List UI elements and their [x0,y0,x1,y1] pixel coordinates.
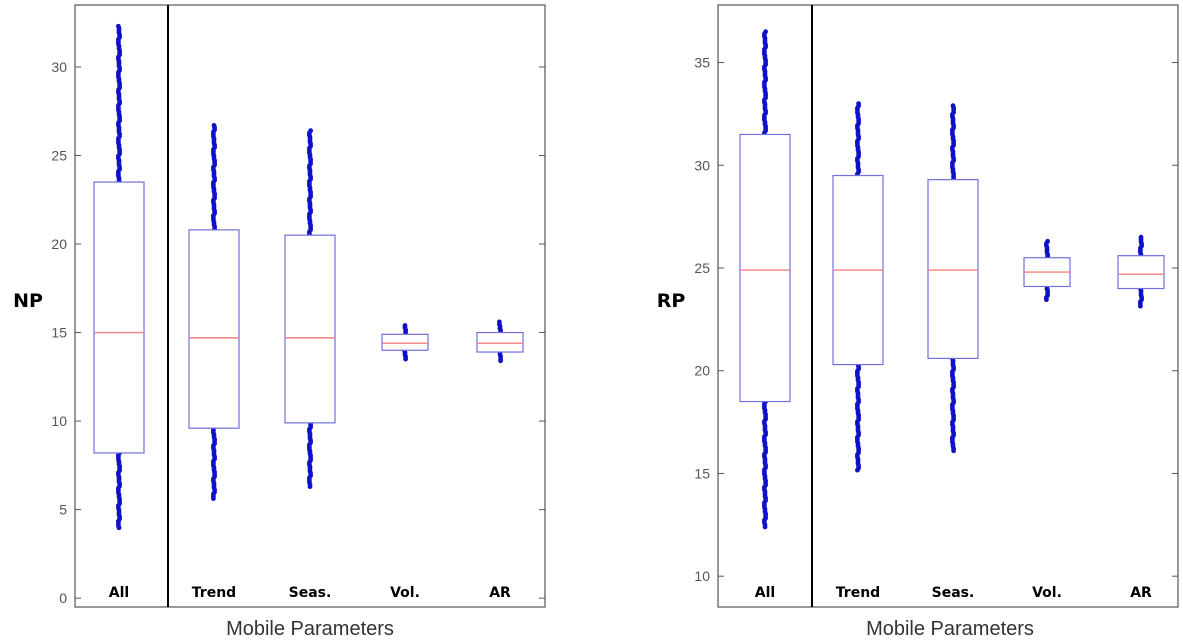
outlier-point [951,448,956,454]
y-tick-label: 15 [51,325,67,341]
outlier-point [307,484,313,490]
y-tick-label: 30 [694,157,710,173]
box-body [927,179,979,359]
x-axis-label: Mobile Parameters [866,618,1034,640]
category-label: Seas. [932,585,975,601]
box-vol [1023,238,1071,303]
outlier-point [116,177,122,183]
category-label: Trend [192,585,236,601]
outlier-point [762,524,768,530]
outlier-point [855,467,860,473]
y-tick-label: 20 [51,236,67,252]
box-seas [284,128,336,490]
outlier-point [211,496,216,501]
box-trend [188,123,240,501]
y-tick-label: 10 [51,413,67,429]
y-axis-label: NP [13,290,43,312]
box-body [1117,255,1165,290]
y-axis-label: RP [657,290,686,312]
x-axis-label: Mobile Parameters [226,618,394,640]
panel-rp: 10 15 20 25 30 35 All Trend Seas. Vol. AR RP Mobile … [657,4,1179,640]
category-label: Trend [836,585,880,601]
category-label: Seas. [289,585,332,601]
axes-frame [717,4,1179,608]
box-trend [832,101,884,473]
outlier-point [498,328,503,334]
y-tick-label: 20 [694,363,710,379]
box-body [739,133,791,403]
category-label: Vol. [1032,585,1062,601]
panel-np: 0 5 10 15 20 25 30 All Trend Seas. Vol. AR NP Mobile … [13,4,546,640]
category-label: Vol. [390,585,420,601]
box-body [476,331,524,353]
box-body [188,229,240,429]
box-body [93,181,145,454]
box-ar [1117,234,1165,309]
outlier-point [403,356,408,362]
category-label: AR [489,585,511,601]
y-tick-label: 30 [51,59,67,75]
y-tick-label: 25 [694,260,710,276]
box-body [284,234,336,424]
box-all [739,29,791,530]
y-tick-label: 35 [694,55,710,71]
box-body [381,333,429,351]
box-all [93,23,145,531]
category-label: All [755,585,775,601]
y-tick-label: 0 [59,590,67,606]
y-tick-label: 15 [694,465,710,481]
box-ar [476,319,524,364]
outlier-point [1138,303,1143,309]
y-tick-label: 25 [51,148,67,164]
outlier-point [116,525,122,531]
y-tick-label: 5 [59,502,67,518]
category-label: AR [1130,585,1152,601]
box-vol [381,323,429,362]
axes-frame [74,4,546,608]
y-tick-label: 10 [694,568,710,584]
outlier-point [498,358,503,364]
category-label: All [109,585,129,601]
outlier-point [1044,297,1049,303]
box-seas [927,103,979,454]
